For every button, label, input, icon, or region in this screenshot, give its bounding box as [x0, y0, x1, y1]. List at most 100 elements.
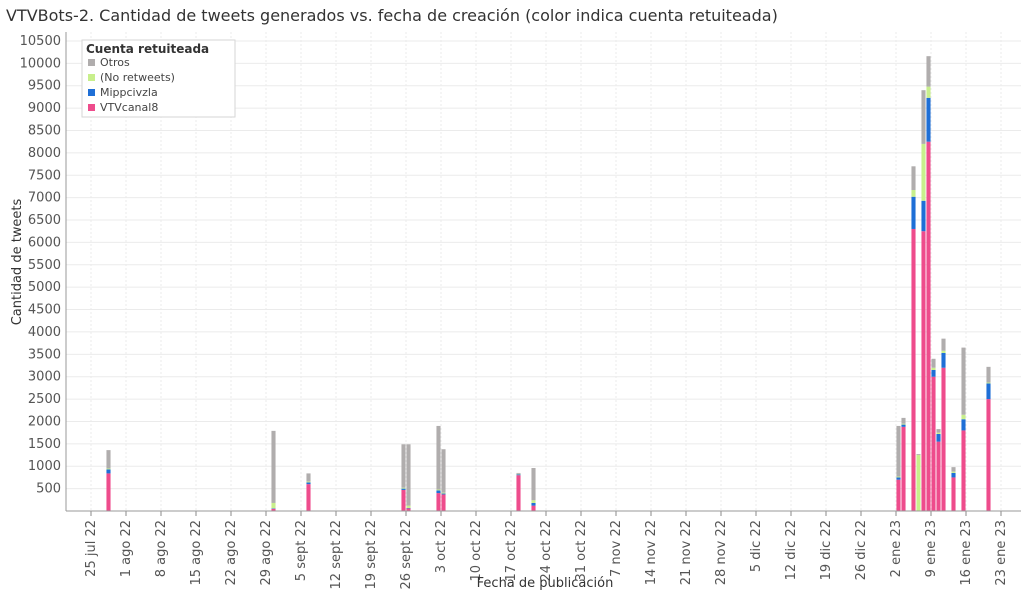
- bar-segment-no-retweets: [921, 143, 926, 201]
- bar-segment-no-retweets: [441, 492, 446, 494]
- bar-segment-vtvcanal8: [406, 508, 411, 511]
- y-axis-title: Cantidad de tweets: [10, 198, 25, 325]
- bar-segment-no-retweets: [931, 367, 936, 370]
- bar-segment-otros: [896, 425, 901, 477]
- y-tick-label: 10000: [20, 56, 61, 71]
- bar-segment-vtvcanal8: [271, 508, 276, 511]
- bar-segment-vtvcanal8: [516, 475, 521, 511]
- x-tick-label: 17 oct 22: [504, 520, 519, 582]
- bar-segment-no-retweets: [436, 489, 441, 491]
- bar-segment-vtvcanal8: [531, 505, 536, 511]
- bar-segment-vtvcanal8: [441, 494, 446, 511]
- bar-segment-no-retweets: [951, 471, 956, 473]
- x-tick-label: 19 dic 22: [819, 520, 834, 580]
- bar-segment-mippcivzla: [921, 200, 926, 232]
- x-tick-label: 31 oct 22: [574, 520, 589, 582]
- bar-segment-otros: [961, 347, 966, 415]
- bar-segment-otros: [406, 444, 411, 506]
- bar-segment-otros: [271, 430, 276, 503]
- bar-segment-vtvcanal8: [401, 489, 406, 511]
- chart-title: VTVBots-2. Cantidad de tweets generados …: [6, 6, 778, 25]
- bar-segment-mippcivzla: [961, 419, 966, 431]
- y-tick-label: 500: [36, 482, 61, 497]
- x-tick-label: 5 sept 22: [294, 520, 309, 581]
- bar-segment-no-retweets: [986, 382, 991, 384]
- x-tick-label: 12 dic 22: [784, 520, 799, 580]
- x-tick-label: 28 nov 22: [714, 520, 729, 585]
- bar-segment-otros: [911, 166, 916, 191]
- bar-segment-vtvcanal8: [436, 493, 441, 511]
- bar-segment-otros: [516, 472, 521, 474]
- bar-segment-no-retweets: [406, 505, 411, 508]
- bar-segment-mippcivzla: [406, 507, 411, 509]
- bar-segment-no-retweets: [901, 423, 906, 425]
- y-tick-label: 6500: [28, 213, 61, 228]
- bar-segment-mippcivzla: [896, 477, 901, 480]
- bar-segment-otros: [926, 56, 931, 87]
- legend-title: Cuenta retuiteada: [86, 42, 209, 56]
- bar-segment-otros: [936, 429, 941, 433]
- bar-segment-otros: [106, 450, 111, 469]
- bar-segment-mippcivzla: [441, 493, 446, 495]
- bar-segment-no-retweets: [926, 86, 931, 98]
- legend: Cuenta retuiteada Otros (No retweets) Mipp…: [81, 39, 236, 118]
- legend-swatch: [88, 74, 95, 81]
- bar-segment-vtvcanal8: [931, 376, 936, 511]
- bar-segment-mippcivzla: [926, 97, 931, 142]
- y-tick-label: 1000: [28, 459, 61, 474]
- bar-segment-mippcivzla: [911, 196, 916, 229]
- x-tick-label: 24 oct 22: [539, 520, 554, 582]
- legend-swatch: [88, 59, 95, 66]
- y-tick-label: 10500: [20, 34, 61, 49]
- x-tick-label: 5 dic 22: [749, 520, 764, 572]
- x-tick-label: 23 ene 23: [994, 520, 1009, 586]
- x-tick-label: 10 oct 22: [469, 520, 484, 582]
- y-tick-label: 5500: [28, 258, 61, 273]
- bar-segment-no-retweets: [896, 476, 901, 478]
- x-tick-labels: 25 jul 22 1 ago 22 8 ago 22 15 ago 22 22 ago…: [84, 520, 1009, 589]
- bar-segment-no-retweets: [531, 500, 536, 503]
- bar-segment-no-retweets: [306, 481, 311, 483]
- y-tick-label: 4500: [28, 303, 61, 318]
- bar-segment-vtvcanal8: [896, 479, 901, 511]
- x-tick-label: 15 ago 22: [189, 520, 204, 586]
- y-tick-label: 2000: [28, 414, 61, 429]
- bar-segment-otros: [441, 449, 446, 493]
- bar-segment-otros: [531, 468, 536, 501]
- bar-segment-mippcivzla: [271, 508, 276, 509]
- legend-label: Mippcivzla: [100, 86, 158, 99]
- bar-segment-otros: [916, 454, 921, 456]
- bar-segment-otros: [951, 467, 956, 472]
- legend-box: [81, 39, 236, 118]
- bar-segment-no-retweets: [106, 468, 111, 470]
- y-tick-label: 3000: [28, 370, 61, 385]
- bar-segment-otros: [931, 358, 936, 368]
- x-tick-label: 1 ago 22: [119, 520, 134, 577]
- y-tick-label: 7500: [28, 168, 61, 183]
- legend-label: (No retweets): [100, 71, 175, 84]
- bar-segment-mippcivzla: [106, 469, 111, 474]
- x-tick-label: 7 nov 22: [609, 520, 624, 577]
- x-tick-label: 22 ago 22: [224, 520, 239, 586]
- y-tick-label: 1500: [28, 437, 61, 452]
- bar-segment-mippcivzla: [986, 383, 991, 400]
- bar-segment-vtvcanal8: [941, 367, 946, 511]
- bar-segment-otros: [436, 425, 441, 490]
- bar-segment-otros: [921, 90, 926, 144]
- bar-segment-no-retweets: [941, 350, 946, 353]
- x-tick-label: 12 sept 22: [329, 520, 344, 589]
- x-tick-label: 8 ago 22: [154, 520, 169, 577]
- bar-segment-no-retweets: [961, 414, 966, 420]
- x-tick-label: 21 nov 22: [679, 520, 694, 585]
- bar-segment-mippcivzla: [401, 488, 406, 490]
- bar-segment-mippcivzla: [936, 434, 941, 442]
- y-tick-label: 6000: [28, 235, 61, 250]
- bar-segment-no-retweets: [401, 487, 406, 489]
- bar-segment-vtvcanal8: [106, 473, 111, 511]
- bar-segment-no-retweets: [516, 473, 521, 475]
- bar-segment-otros: [306, 473, 311, 482]
- x-tick-label: 3 oct 22: [434, 520, 449, 573]
- bar-segment-mippcivzla: [931, 369, 936, 377]
- bar-segment-otros: [401, 444, 406, 488]
